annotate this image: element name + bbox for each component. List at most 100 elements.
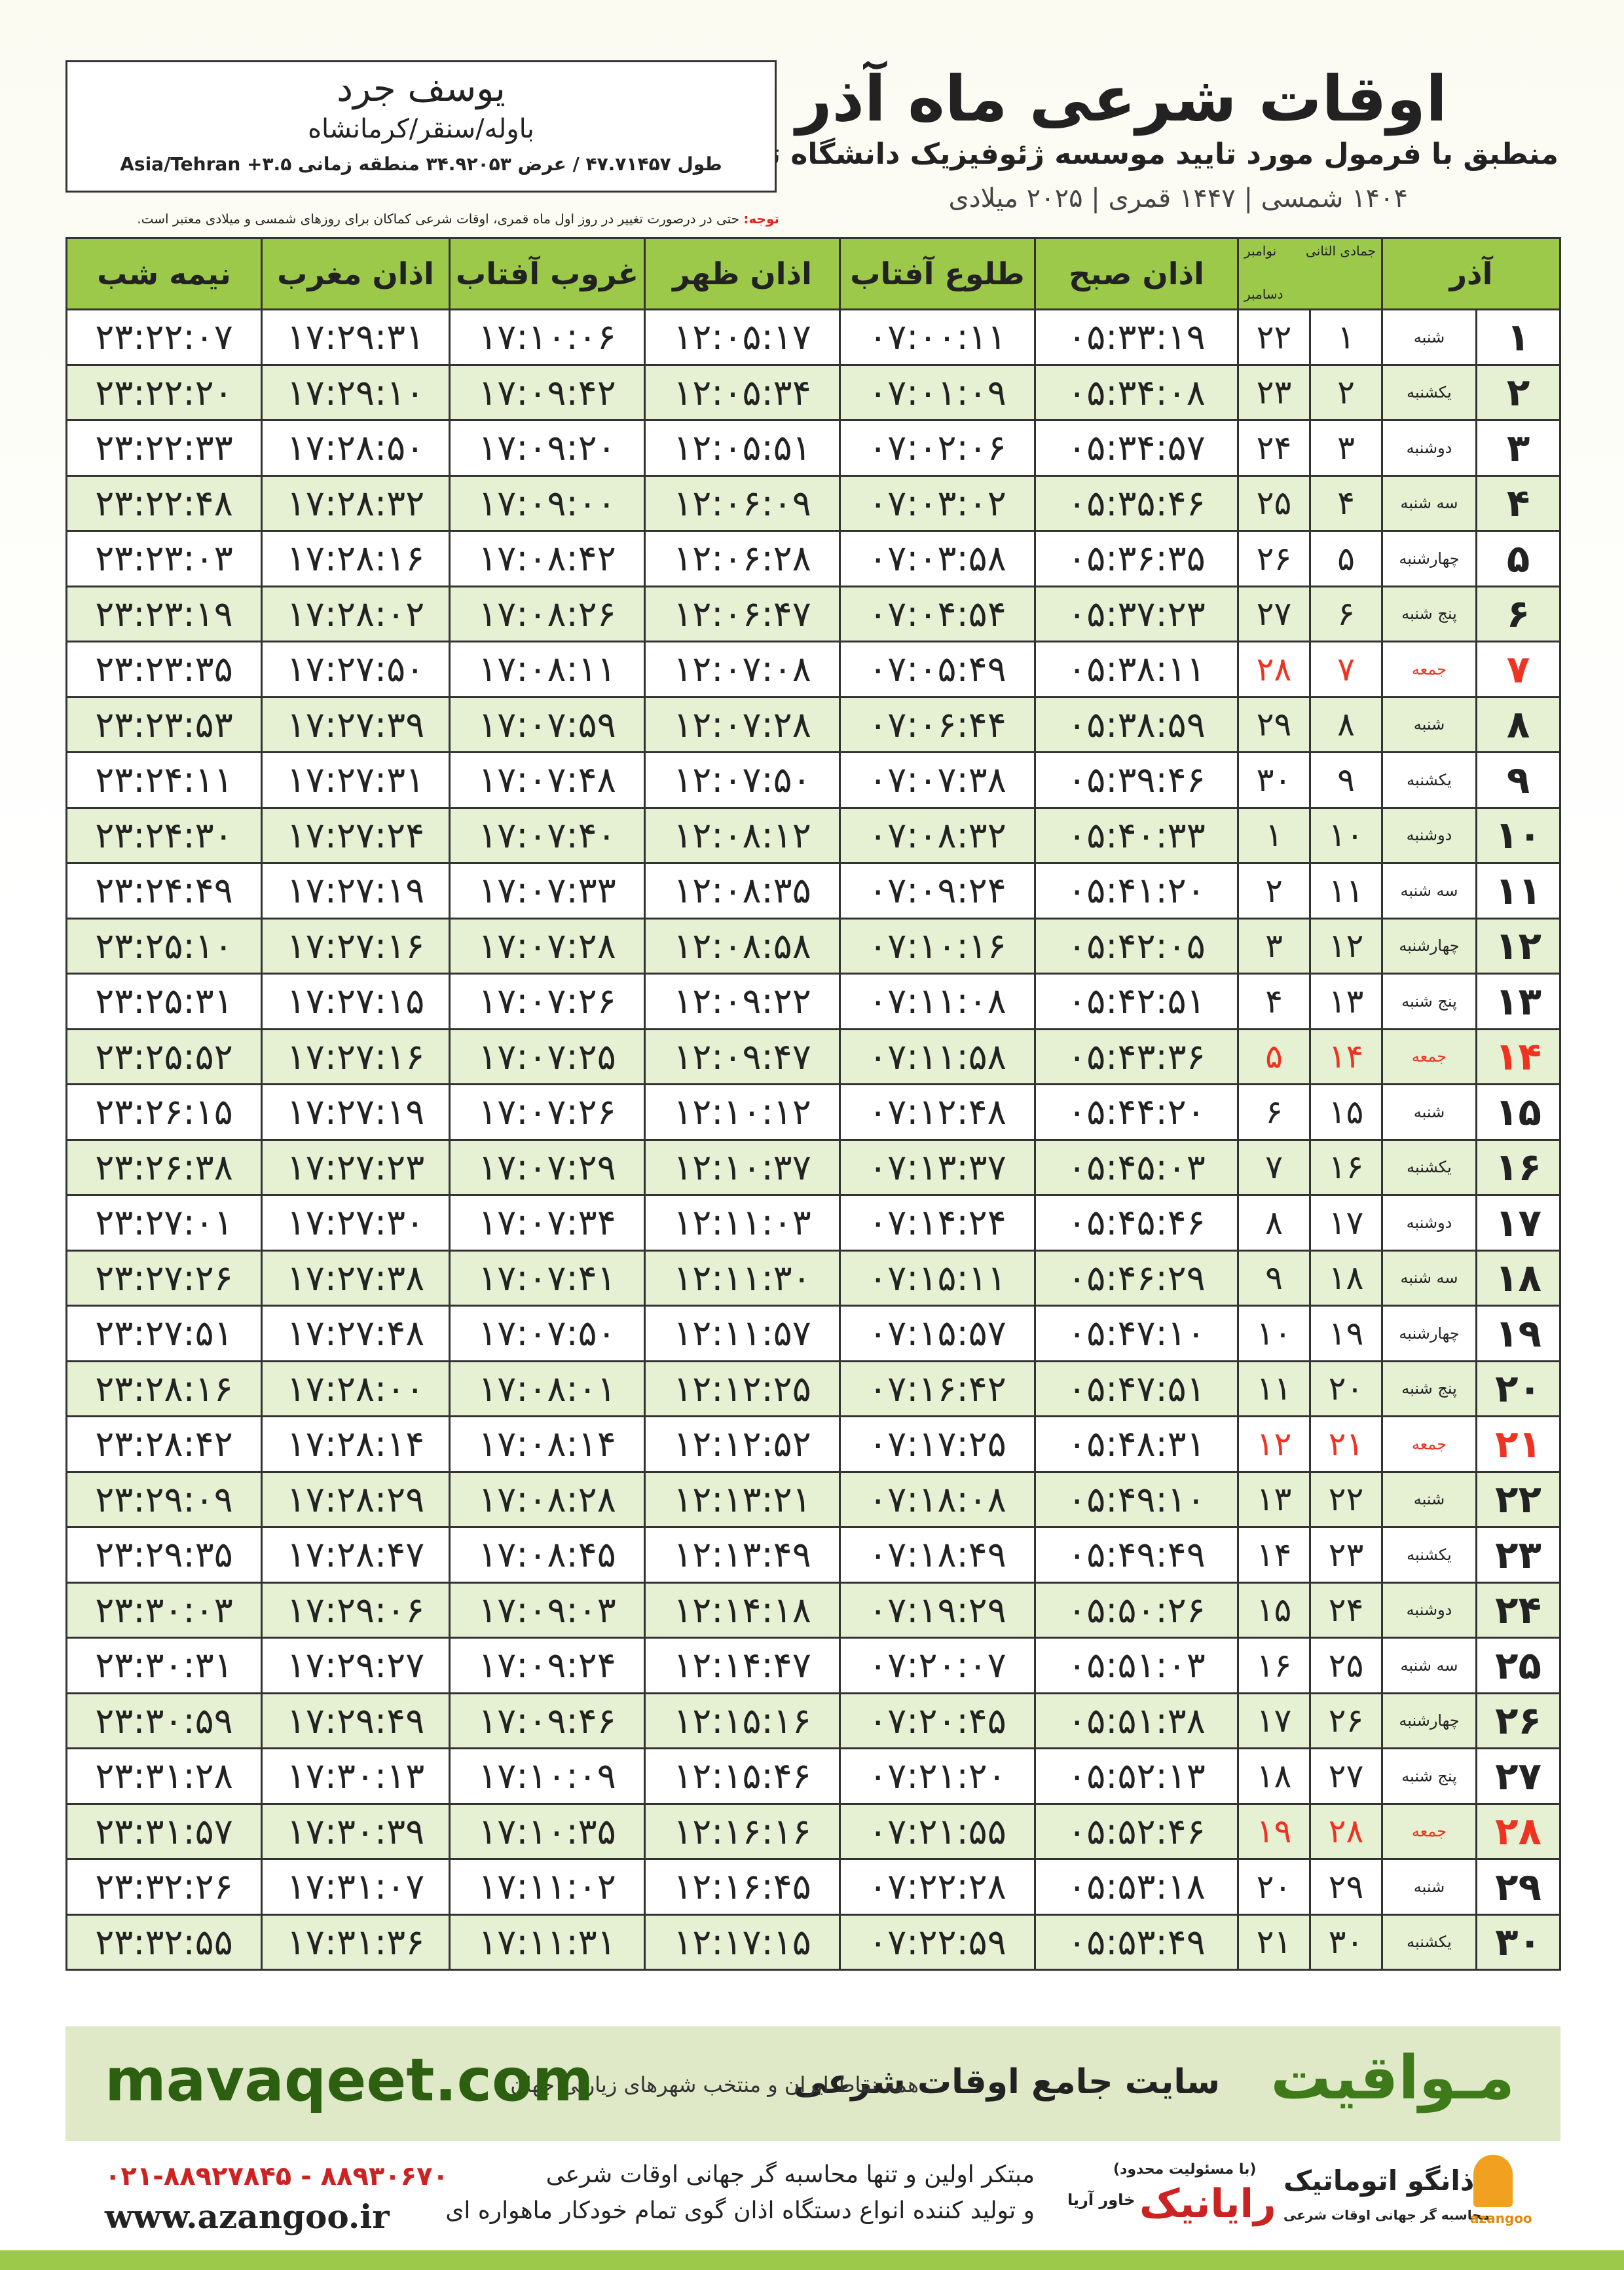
banner-sub: همه نقاط ایران و منتخب شهرهای زیارتی جها… xyxy=(510,2072,919,2097)
gregorian-day: ۴ xyxy=(1237,973,1311,1030)
time: ۱۲:۰۸:۵۸ xyxy=(644,917,841,975)
time: ۰۵:۳۳:۱۹ xyxy=(1034,308,1239,366)
time: ۲۳:۲۵:۳۱ xyxy=(65,973,263,1030)
time: ۲۳:۲۵:۵۲ xyxy=(65,1028,263,1085)
row: ۲۸ جمعه ۲۸ ۱۹ ۰۵:۵۲:۴۶ ۰۷:۲۱:۵۵ ۱۲:۱۶:۱۶ ۱۷:۱۰:… xyxy=(65,1802,1562,1860)
gregorian-day: ۵ xyxy=(1237,1028,1311,1085)
row: ۷ جمعه ۷ ۲۸ ۰۵:۳۸:۱۱ ۰۷:۰۵:۴۹ ۱۲:۰۷:۰۸ ۱۷:۰۸:۱۱… xyxy=(65,641,1562,698)
gregorian-day: ۲ xyxy=(1237,862,1311,920)
location-coords: طول ۴۷.۷۱۴۵۷ / عرض ۳۴.۹۲۰۵۳ منطقه زمانی … xyxy=(120,153,722,175)
gregorian-day: ۱۳ xyxy=(1237,1470,1311,1528)
gregorian-day: ۲۴ xyxy=(1237,419,1311,477)
day: ۲۵ xyxy=(1475,1637,1562,1694)
gregorian-day: ۲۱ xyxy=(1237,1913,1311,1971)
time: ۰۵:۵۱:۰۳ xyxy=(1034,1637,1239,1694)
gregorian-day: ۱۷ xyxy=(1237,1692,1311,1749)
time: ۱۷:۲۸:۱۴ xyxy=(261,1415,451,1473)
time: ۱۷:۰۷:۲۸ xyxy=(449,917,646,975)
day: ۲ xyxy=(1475,363,1562,421)
time: ۲۳:۲۷:۵۱ xyxy=(65,1305,263,1362)
hijri-day: ۲۵ xyxy=(1309,1637,1383,1694)
hijri-day: ۲۴ xyxy=(1309,1581,1383,1639)
logo-icon xyxy=(1473,2155,1513,2207)
time: ۰۷:۱۳:۳۷ xyxy=(839,1138,1036,1196)
hijri-day: ۱۱ xyxy=(1309,862,1383,920)
row: ۲۹ شنبه ۲۹ ۲۰ ۰۵:۵۳:۱۸ ۰۷:۲۲:۲۸ ۱۲:۱۶:۴۵ ۱۷:۱۱:… xyxy=(65,1858,1562,1916)
day: ۱۷ xyxy=(1475,1194,1562,1252)
time: ۱۷:۰۷:۴۱ xyxy=(449,1249,646,1307)
location-region: باوله/سنقر/کرمانشاه xyxy=(308,114,534,144)
day: ۱ xyxy=(1475,308,1562,366)
time: ۰۵:۴۲:۰۵ xyxy=(1034,917,1239,975)
row: ۳۰ یکشنبه ۳۰ ۲۱ ۰۵:۵۳:۴۹ ۰۷:۲۲:۵۹ ۱۲:۱۷:۱۵ ۱۷:۱… xyxy=(65,1913,1562,1971)
prayer-table: آذر جمادی الثانی نوامبر دسامبر اذان صبح ط… xyxy=(65,237,1562,1971)
time-header: اذان صبح xyxy=(1034,237,1239,310)
time: ۲۳:۲۶:۱۵ xyxy=(65,1083,263,1141)
row: ۸ شنبه ۸ ۲۹ ۰۵:۳۸:۵۹ ۰۷:۰۶:۴۴ ۱۲:۰۷:۲۸ ۱۷:۰۷:۵۹… xyxy=(65,696,1562,753)
day: ۱۰ xyxy=(1475,806,1562,864)
time: ۰۷:۰۸:۳۲ xyxy=(839,806,1036,864)
hijri-day: ۲۶ xyxy=(1309,1692,1383,1749)
hijri-day: ۱۵ xyxy=(1309,1083,1383,1141)
gregorian-day: ۱۸ xyxy=(1237,1747,1311,1805)
time: ۱۷:۲۹:۰۶ xyxy=(261,1581,451,1639)
time: ۰۷:۰۰:۱۱ xyxy=(839,308,1036,366)
hijri-day: ۲۰ xyxy=(1309,1360,1383,1417)
day: ۳۰ xyxy=(1475,1913,1562,1971)
hijri-day: ۱۰ xyxy=(1309,806,1383,864)
time: ۰۷:۲۰:۰۷ xyxy=(839,1637,1036,1694)
time: ۱۷:۲۹:۳۱ xyxy=(261,308,451,366)
day: ۱۴ xyxy=(1475,1028,1562,1085)
gregorian-day: ۶ xyxy=(1237,1083,1311,1141)
time: ۱۲:۱۵:۱۶ xyxy=(644,1692,841,1749)
row: ۱۵ شنبه ۱۵ ۶ ۰۵:۴۴:۲۰ ۰۷:۱۲:۴۸ ۱۲:۱۰:۱۲ ۱۷:۰۷:۲… xyxy=(65,1083,1562,1141)
dates: ۱۴۰۴ شمسی | ۱۴۴۷ قمری | ۲۰۲۵ میلادی xyxy=(948,183,1408,214)
weekday: شنبه xyxy=(1380,1083,1478,1141)
row: ۲۴ دوشنبه ۲۴ ۱۵ ۰۵:۵۰:۲۶ ۰۷:۱۹:۲۹ ۱۲:۱۴:۱۸ ۱۷:۰… xyxy=(65,1581,1562,1639)
time: ۰۵:۳۴:۵۷ xyxy=(1034,419,1239,477)
time: ۱۲:۱۰:۳۷ xyxy=(644,1138,841,1196)
time: ۰۵:۳۸:۱۱ xyxy=(1034,641,1239,698)
weekday: یکشنبه xyxy=(1380,363,1478,421)
time: ۰۷:۰۶:۴۴ xyxy=(839,696,1036,753)
time: ۲۳:۲۲:۴۸ xyxy=(65,474,263,532)
time-header: نیمه شب xyxy=(65,237,263,310)
time: ۱۷:۲۹:۴۹ xyxy=(261,1692,451,1749)
time: ۲۳:۳۱:۵۷ xyxy=(65,1802,263,1860)
time: ۲۳:۲۹:۳۵ xyxy=(65,1526,263,1584)
gregorian-day: ۲۰ xyxy=(1237,1858,1311,1916)
time: ۰۵:۵۲:۱۳ xyxy=(1034,1747,1239,1805)
day: ۷ xyxy=(1475,641,1562,698)
time: ۱۲:۱۷:۱۵ xyxy=(644,1913,841,1971)
time: ۱۷:۳۱:۰۷ xyxy=(261,1858,451,1916)
day: ۶ xyxy=(1475,585,1562,642)
time: ۰۵:۴۷:۱۰ xyxy=(1034,1305,1239,1362)
weekday: جمعه xyxy=(1380,1802,1478,1860)
time: ۲۳:۳۱:۲۸ xyxy=(65,1747,263,1805)
gregorian-day: ۱۲ xyxy=(1237,1415,1311,1473)
time: ۲۳:۲۳:۱۹ xyxy=(65,585,263,642)
time: ۱۲:۱۶:۴۵ xyxy=(644,1858,841,1916)
time: ۱۷:۳۰:۳۹ xyxy=(261,1802,451,1860)
time: ۱۷:۰۸:۴۲ xyxy=(449,530,646,587)
hijri-day: ۱۳ xyxy=(1309,973,1383,1030)
hijri-day: ۲۷ xyxy=(1309,1747,1383,1805)
time: ۰۵:۵۱:۳۸ xyxy=(1034,1692,1239,1749)
time: ۱۷:۲۸:۲۹ xyxy=(261,1470,451,1528)
time: ۰۷:۱۵:۵۷ xyxy=(839,1305,1036,1362)
url: mavaqeet.com xyxy=(105,2046,594,2115)
hijri-header: جمادی الثانی xyxy=(1306,243,1376,259)
row: ۴ سه شنبه ۴ ۲۵ ۰۵:۳۵:۴۶ ۰۷:۰۳:۰۲ ۱۲:۰۶:۰۹ ۱۷:۰۹… xyxy=(65,474,1562,532)
time: ۱۷:۲۷:۳۱ xyxy=(261,751,451,809)
time: ۰۷:۱۸:۴۹ xyxy=(839,1526,1036,1584)
time: ۰۵:۴۹:۴۹ xyxy=(1034,1526,1239,1584)
weekday: سه شنبه xyxy=(1380,1249,1478,1307)
time: ۱۷:۲۷:۴۸ xyxy=(261,1305,451,1362)
time: ۰۷:۲۰:۴۵ xyxy=(839,1692,1036,1749)
time: ۰۵:۳۵:۴۶ xyxy=(1034,474,1239,532)
time: ۲۳:۲۴:۳۰ xyxy=(65,806,263,864)
time: ۱۷:۱۱:۳۱ xyxy=(449,1913,646,1971)
time: ۰۵:۴۱:۲۰ xyxy=(1034,862,1239,920)
weekday: جمعه xyxy=(1380,1028,1478,1085)
time: ۰۵:۴۴:۲۰ xyxy=(1034,1083,1239,1141)
